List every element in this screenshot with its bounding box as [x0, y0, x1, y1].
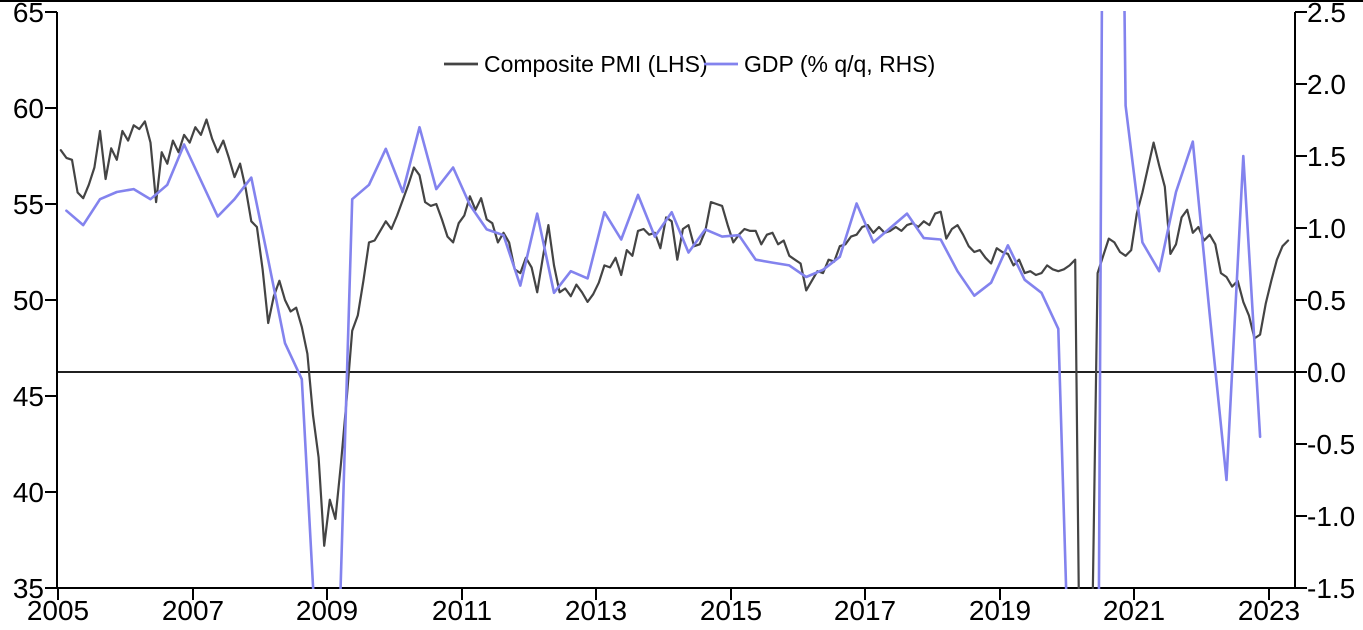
right-axis-tick-label: 1.5 [1307, 141, 1346, 172]
legend-pmi-label: Composite PMI (LHS) [484, 51, 708, 77]
x-axis-ticks [57, 588, 1270, 600]
x-axis-tick-label: 2013 [565, 595, 627, 626]
right-axis-labels: 2.5 2.0 1.5 1.0 0.5 0.0 -0.5 -1.0 -1.5 [1307, 0, 1355, 604]
right-axis-tick-label: -1.0 [1307, 501, 1355, 532]
right-axis-tick-label: 2.0 [1307, 69, 1346, 100]
x-axis-labels: 2005 2007 2009 2011 2013 2015 2017 2019 … [27, 595, 1300, 626]
x-axis-tick-label: 2007 [162, 595, 224, 626]
x-axis-tick-label: 2021 [1103, 595, 1165, 626]
left-axis-ticks [45, 11, 57, 589]
left-axis-tick-label: 40 [13, 477, 44, 508]
left-axis-tick-label: 50 [13, 285, 44, 316]
left-axis-tick-label: 65 [13, 0, 44, 28]
x-axis-tick-label: 2005 [27, 595, 89, 626]
left-axis-tick-label: 60 [13, 93, 44, 124]
x-axis-tick-label: 2019 [969, 595, 1031, 626]
right-axis-tick-label: -0.5 [1307, 429, 1355, 460]
x-axis-tick-label: 2017 [834, 595, 896, 626]
right-axis-tick-label: 0.0 [1307, 357, 1346, 388]
x-axis-tick-label: 2015 [700, 595, 762, 626]
plot-area [59, 11, 1290, 589]
composite-pmi-line [59, 118, 1290, 589]
left-axis-tick-label: 45 [13, 381, 44, 412]
x-axis-tick-label: 2011 [432, 595, 492, 626]
legend-gdp-label: GDP (% q/q, RHS) [744, 51, 935, 77]
right-axis-ticks [1295, 11, 1307, 589]
right-axis-tick-label: -1.5 [1307, 573, 1355, 604]
legend: Composite PMI (LHS) GDP (% q/q, RHS) [444, 51, 935, 77]
right-axis-tick-label: 2.5 [1307, 0, 1346, 28]
x-axis-tick-label: 2023 [1238, 595, 1300, 626]
left-axis-tick-label: 55 [13, 189, 44, 220]
right-axis-tick-label: 0.5 [1307, 285, 1346, 316]
x-axis-tick-label: 2009 [296, 595, 358, 626]
gdp-line [65, 11, 1262, 589]
left-axis-labels: 65 60 55 50 45 40 35 [13, 0, 44, 604]
right-axis-tick-label: 1.0 [1307, 213, 1346, 244]
left-axis-tick-label: 35 [13, 573, 44, 604]
